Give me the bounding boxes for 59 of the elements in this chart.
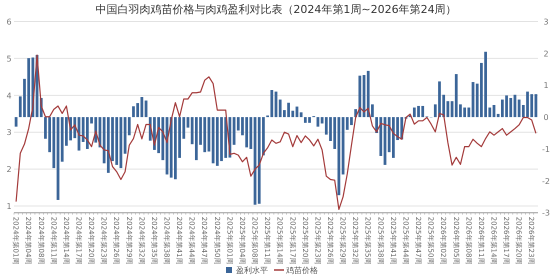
bar	[216, 117, 219, 166]
y2-tick-label: 1	[543, 81, 549, 90]
bar	[505, 95, 508, 118]
bar	[308, 117, 311, 123]
bar	[304, 117, 307, 123]
chart-title: 中国白羽肉鸡苗价格与肉鸡盈利对比表（2024年第1周~2026年第24周）	[95, 3, 457, 16]
y2-tick-label: 3	[543, 18, 549, 26]
y2-tick-label: 2	[543, 49, 549, 58]
legend-label: 盈利水平	[236, 266, 268, 275]
y2-tick-label: -3	[542, 208, 550, 218]
bar	[337, 117, 340, 196]
bar	[254, 117, 256, 205]
bar	[530, 94, 534, 118]
bar	[463, 108, 466, 118]
bar	[412, 108, 416, 118]
bar	[454, 74, 458, 118]
y-tick-label: 3	[6, 128, 12, 138]
bar	[484, 52, 487, 118]
bar	[56, 117, 60, 200]
y2-tick-label: 0	[543, 113, 549, 122]
bar	[174, 117, 177, 180]
bar	[417, 106, 420, 118]
bar	[509, 98, 512, 118]
bar	[140, 97, 144, 118]
legend-label: 鸡苗价格	[285, 266, 318, 275]
bar	[203, 117, 206, 152]
bar	[274, 92, 278, 118]
bar	[212, 117, 215, 164]
bar	[362, 75, 366, 118]
bar	[14, 117, 18, 127]
bar	[144, 100, 148, 118]
bar	[438, 81, 441, 118]
bar	[115, 117, 118, 165]
bar	[514, 94, 516, 118]
bar	[316, 117, 320, 127]
bar	[166, 117, 168, 174]
y-tick-label: 2	[6, 165, 12, 174]
bar	[287, 102, 290, 118]
bar	[78, 117, 80, 151]
y-tick-label: 1	[6, 202, 12, 212]
y-tick-label: 6	[6, 18, 12, 26]
bar	[296, 106, 298, 118]
bar	[472, 82, 474, 118]
bar	[27, 58, 30, 118]
bar	[384, 117, 386, 165]
bar	[534, 94, 538, 118]
bar	[500, 100, 504, 118]
bar	[132, 106, 135, 118]
bar	[245, 117, 248, 148]
bar	[194, 117, 198, 160]
y2-tick-label: -2	[542, 176, 550, 186]
y-tick-label: 5	[6, 54, 12, 64]
bar	[492, 104, 496, 118]
bar	[526, 92, 529, 118]
bar	[120, 117, 122, 168]
bar	[392, 117, 395, 158]
bar	[270, 90, 274, 118]
y-tick-label: 4	[6, 91, 12, 100]
y2-tick-label: -1	[542, 144, 550, 154]
